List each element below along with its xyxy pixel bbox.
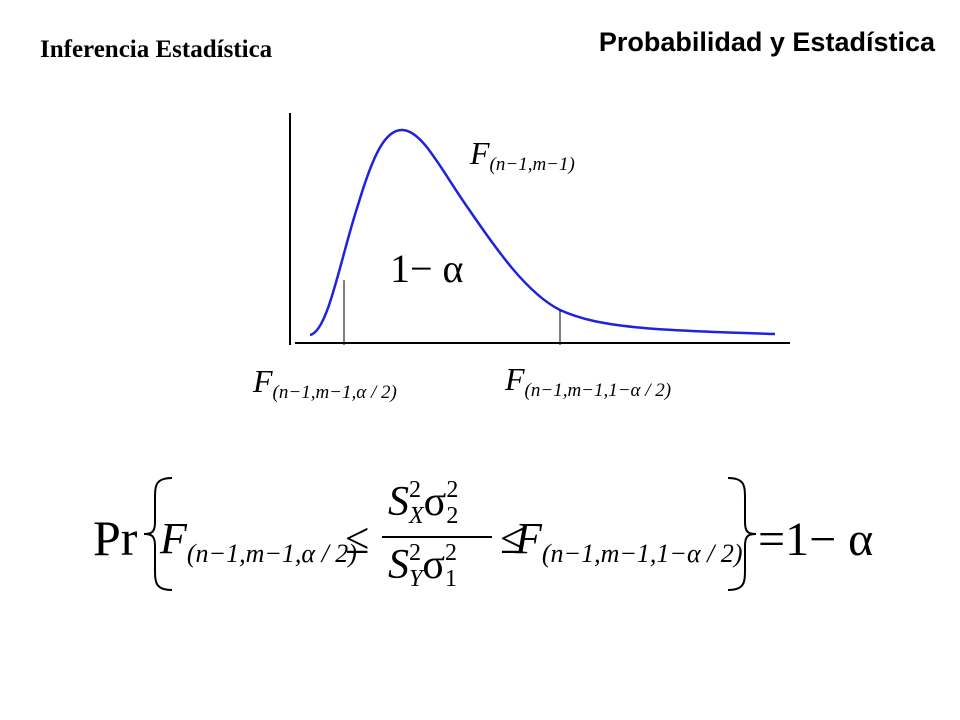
sub: Y [409,566,425,592]
prefix: Pr [93,510,138,566]
le: ≤ [500,514,524,563]
label-main: F [159,514,188,563]
label-main: F [469,135,490,171]
sup: 2 [409,540,421,566]
curve-label: F(n−1,m−1) [469,135,575,175]
sigma: σ [422,542,445,588]
right-brace [727,477,757,591]
area-label: 1− α [390,246,464,291]
sup: 2 [446,477,458,503]
label-sub: (n−1,m−1,1−α / 2) [525,380,672,401]
upper-bound: F(n−1,m−1,1−α / 2) [514,514,743,568]
s: S [388,479,409,525]
sub: X [408,503,425,529]
sub: 1 [445,566,457,592]
formula: Pr F(n−1,m−1,α / 2) ≤ S2 Xσ2 2 S2 Yσ2 1 ≤ F(… [93,477,873,592]
label-main: F [504,361,525,397]
label-sub: (n−1,m−1) [490,154,575,175]
sup: 2 [445,540,457,566]
s: S [388,542,409,588]
label-main: F [514,514,543,563]
label-sub: (n−1,m−1,α / 2) [273,382,397,403]
lower-bound: F(n−1,m−1,α / 2) [159,514,357,568]
label-main: F [252,363,273,399]
numerator: S2 Xσ2 2 [388,477,458,529]
label-sub: (n−1,m−1,α / 2) [187,539,357,568]
upper-quantile: F(n−1,m−1,1−α / 2) [504,361,671,401]
density-curve [309,128,776,337]
title: Probabilidad y Estadística [599,27,936,57]
sup: 2 [409,477,421,503]
result: =1− α [758,513,873,566]
sub: 2 [446,503,458,529]
label-sub: (n−1,m−1,1−α / 2) [542,539,743,568]
le: ≤ [345,514,369,563]
lower-quantile: F(n−1,m−1,α / 2) [252,363,397,403]
diagram: F(n−1,m−1) 1− α F(n−1,m−1,α / 2) F(n−1,m… [252,113,790,403]
denominator: S2 Yσ2 1 [388,540,457,592]
subtitle: Inferencia Estadística [40,36,273,63]
sigma: σ [424,479,447,525]
left-brace [143,477,173,591]
